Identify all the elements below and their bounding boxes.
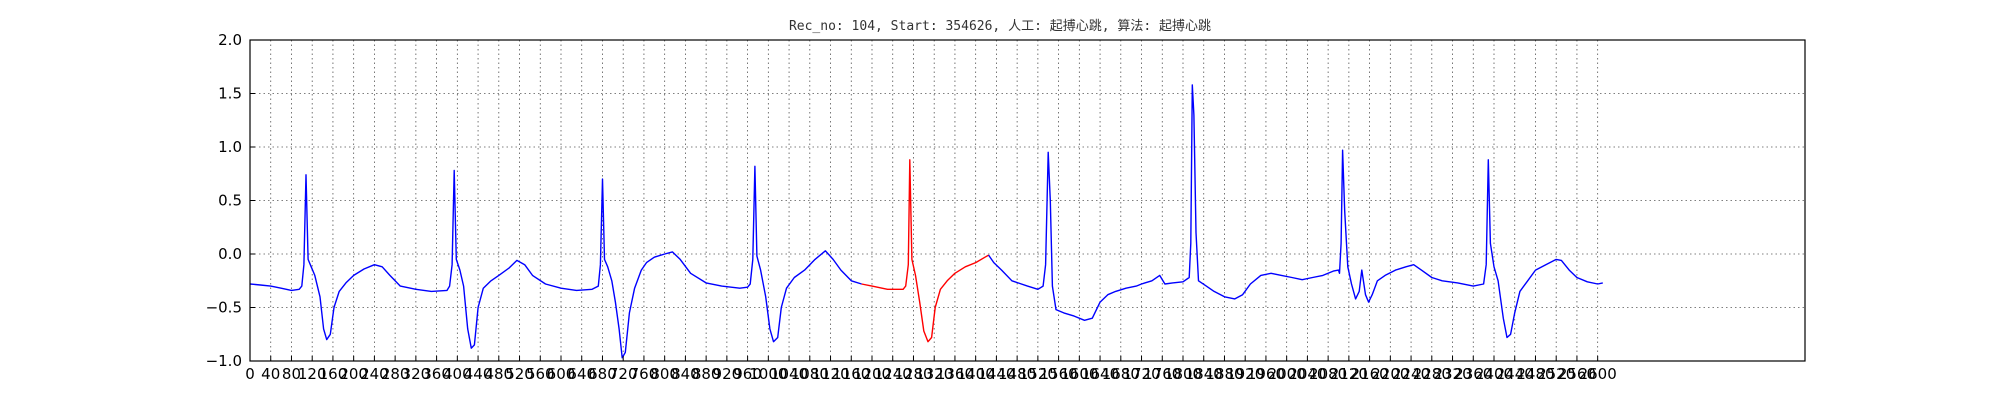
x-tick-label: 2120: [1330, 365, 1368, 383]
x-tick-label: 1600: [1060, 365, 1098, 383]
x-tick-label: 2080: [1309, 365, 1347, 383]
x-tick-label: 2240: [1392, 365, 1430, 383]
x-tick-label: 40: [261, 365, 280, 383]
x-tick-label: 1560: [1040, 365, 1078, 383]
x-tick-label: 440: [464, 365, 493, 383]
x-tick-label: 880: [692, 365, 721, 383]
x-tick-label: 1920: [1226, 365, 1264, 383]
x-tick-label: 1520: [1019, 365, 1057, 383]
x-tick-label: 1040: [770, 365, 808, 383]
plot-frame: [249, 39, 1806, 362]
x-tick-label: 2280: [1413, 365, 1451, 383]
x-tick-label: 1480: [998, 365, 1036, 383]
x-tick-label: 800: [650, 365, 679, 383]
x-tick-label: 1760: [1143, 365, 1181, 383]
x-tick-label: 2000: [1268, 365, 1306, 383]
x-tick-label: 1840: [1185, 365, 1223, 383]
x-tick-label: 720: [609, 365, 638, 383]
x-tick-label: 160: [319, 365, 348, 383]
chart-title: Rec_no: 104, Start: 354626, 人工: 起搏心跳, 算法…: [789, 18, 1211, 34]
x-tick-label: 2160: [1351, 365, 1389, 383]
y-tick-label: −0.5: [206, 299, 242, 317]
x-tick-label: 760: [630, 365, 659, 383]
x-tick-label: 2200: [1371, 365, 1409, 383]
axes: 0 40 8012016020024028032036040044048052056…: [206, 31, 1617, 383]
x-tick-label: 2040: [1288, 365, 1326, 383]
x-tick-label: 2360: [1454, 365, 1492, 383]
x-tick-label: 2520: [1537, 365, 1575, 383]
x-tick-label: 1400: [957, 365, 995, 383]
x-tick-label: 1800: [1164, 365, 1202, 383]
y-tick-label: 0.0: [218, 245, 242, 263]
x-tick-label: 480: [484, 365, 513, 383]
x-tick-label: 2480: [1516, 365, 1554, 383]
x-tick-label: 920: [713, 365, 742, 383]
x-tick-label: 1440: [977, 365, 1015, 383]
x-tick-label: 600: [547, 365, 576, 383]
y-tick-label: 1.5: [218, 85, 242, 103]
y-tick-label: 2.0: [218, 31, 242, 49]
x-tick-label: 2400: [1475, 365, 1513, 383]
x-tick-label: 1640: [1081, 365, 1119, 383]
x-tick-label: 1320: [915, 365, 953, 383]
y-tick-label: 0.5: [218, 192, 242, 210]
x-tick-label: 1160: [832, 365, 870, 383]
ecg-series-line-3: [988, 84, 1603, 339]
x-tick-label: 1680: [1102, 365, 1140, 383]
x-tick-label: 680: [588, 365, 617, 383]
x-tick-label: 1240: [874, 365, 912, 383]
x-tick-label: 2560: [1558, 365, 1596, 383]
x-tick-label: 2600: [1579, 365, 1617, 383]
x-tick-label: 200: [339, 365, 368, 383]
ecg-series-line-1: [249, 165, 862, 359]
x-tick-label: 2320: [1433, 365, 1471, 383]
x-tick-label: 1080: [791, 365, 829, 383]
x-tick-label: 1720: [1122, 365, 1160, 383]
x-tick-label: 280: [381, 365, 410, 383]
x-tick-label: 120: [298, 365, 327, 383]
y-tick-label: −1.0: [206, 352, 242, 370]
x-tick-label: 960: [733, 365, 762, 383]
x-tick-label: 1200: [853, 365, 891, 383]
x-tick-label: 400: [443, 365, 472, 383]
x-tick-label: 1280: [894, 365, 932, 383]
grid: [249, 39, 1805, 362]
x-tick-label: 80: [282, 365, 301, 383]
x-tick-label: 240: [360, 365, 389, 383]
x-tick-label: 560: [526, 365, 555, 383]
x-tick-label: 0: [245, 365, 255, 383]
x-tick-label: 1360: [936, 365, 974, 383]
x-tick-label: 1880: [1205, 365, 1243, 383]
x-tick-label: 1120: [811, 365, 849, 383]
x-tick-label: 320: [402, 365, 431, 383]
x-tick-label: 2440: [1496, 365, 1534, 383]
ecg-series-line-2: [861, 159, 989, 343]
x-tick-label: 640: [567, 365, 596, 383]
x-tick-label: 1960: [1247, 365, 1285, 383]
y-tick-label: 1.0: [218, 138, 242, 156]
x-tick-label: 1000: [749, 365, 787, 383]
x-tick-label: 840: [671, 365, 700, 383]
x-tick-label: 520: [505, 365, 534, 383]
x-tick-label: 360: [422, 365, 451, 383]
series-group: [249, 84, 1603, 359]
